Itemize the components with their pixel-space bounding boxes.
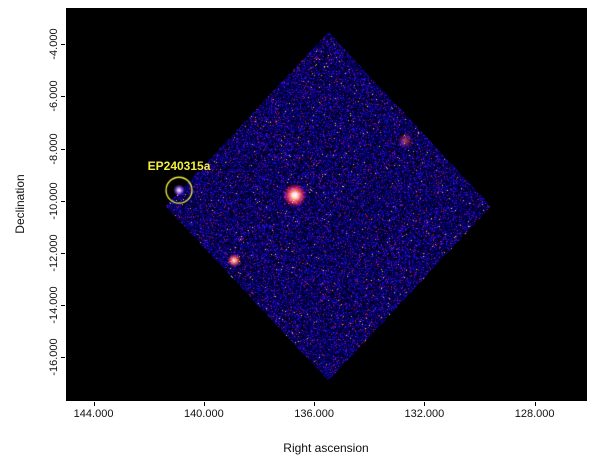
astronomy-figure: -4.000 -6.000 -8.000 -10.000 -12.000 -14.000 -… — [0, 0, 600, 475]
x-tick-mark — [204, 402, 205, 406]
y-tick-mark — [61, 201, 65, 202]
y-tick-label: -8.000 — [48, 133, 60, 164]
y-tick-mark — [61, 357, 65, 358]
x-tick-label: 136.000 — [294, 408, 334, 420]
x-tick-label: 140.000 — [184, 408, 224, 420]
x-tick-mark — [94, 402, 95, 406]
y-tick-mark — [61, 149, 65, 150]
source-annotation-label: EP240315a — [148, 159, 211, 173]
y-tick-label: -4.000 — [48, 29, 60, 60]
x-tick-label: 128.000 — [515, 408, 555, 420]
y-tick-label: -12.000 — [48, 234, 60, 271]
x-tick-label: 132.000 — [404, 408, 444, 420]
y-tick-mark — [61, 44, 65, 45]
y-axis-title: Declination — [13, 174, 27, 233]
x-tick-label: 144.000 — [74, 408, 114, 420]
y-tick-label: -14.000 — [48, 286, 60, 323]
x-tick-mark — [314, 402, 315, 406]
x-axis-title: Right ascension — [283, 441, 368, 455]
y-tick-mark — [61, 253, 65, 254]
x-tick-mark — [424, 402, 425, 406]
y-tick-mark — [61, 305, 65, 306]
y-tick-label: -6.000 — [48, 81, 60, 112]
y-tick-mark — [61, 96, 65, 97]
y-tick-label: -10.000 — [48, 182, 60, 219]
sky-image-canvas — [66, 8, 587, 401]
y-tick-label: -16.000 — [48, 338, 60, 375]
x-tick-mark — [535, 402, 536, 406]
